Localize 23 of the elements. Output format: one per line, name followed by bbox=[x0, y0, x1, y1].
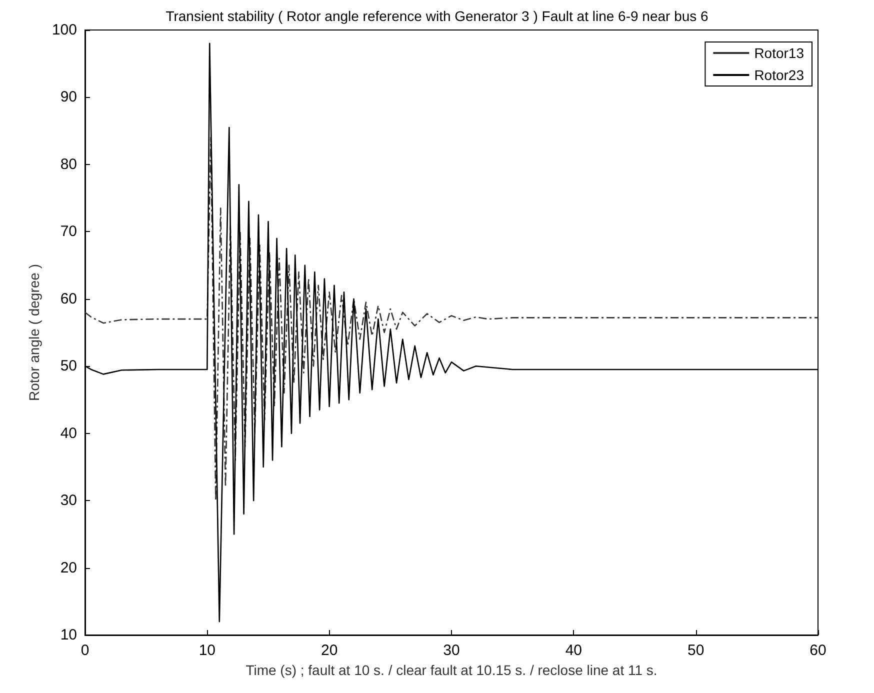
line-series bbox=[84, 136, 819, 502]
y-tick-label: 100 bbox=[52, 22, 77, 38]
x-tick-label: 50 bbox=[687, 642, 704, 659]
y-tick-label: 80 bbox=[60, 156, 77, 173]
x-tick-label: 60 bbox=[810, 642, 826, 659]
y-tick-label: 20 bbox=[60, 559, 77, 576]
y-tick-label: 40 bbox=[60, 424, 77, 442]
y-tick-label: 10 bbox=[60, 626, 77, 644]
chart-title: Transient stability ( Rotor angle reference with Generator 3 ) Fault at line 6-9 near bus 6 bbox=[166, 8, 709, 24]
x-tick-label: 0 bbox=[80, 642, 90, 659]
x-tick-label: 20 bbox=[320, 642, 338, 659]
y-tick-label: 30 bbox=[60, 492, 77, 510]
x-tick-label: 10 bbox=[198, 642, 216, 659]
y-tick-label: 90 bbox=[60, 88, 77, 106]
legend-label: Rotor23 bbox=[754, 67, 804, 83]
legend-label: Rotor13 bbox=[754, 45, 804, 61]
y-tick-label: 50 bbox=[60, 358, 77, 375]
y-tick-label: 70 bbox=[60, 223, 77, 240]
x-axis-title: Time (s) ; fault at 10 s. / clear fault at 10.15 s. / reclose line at 11 s. bbox=[246, 662, 658, 678]
y-axis-title: Rotor angle ( degree ) bbox=[26, 264, 42, 401]
x-tick-label: 40 bbox=[565, 642, 582, 659]
y-tick-label: 60 bbox=[60, 290, 77, 308]
x-tick-label: 30 bbox=[443, 642, 460, 659]
